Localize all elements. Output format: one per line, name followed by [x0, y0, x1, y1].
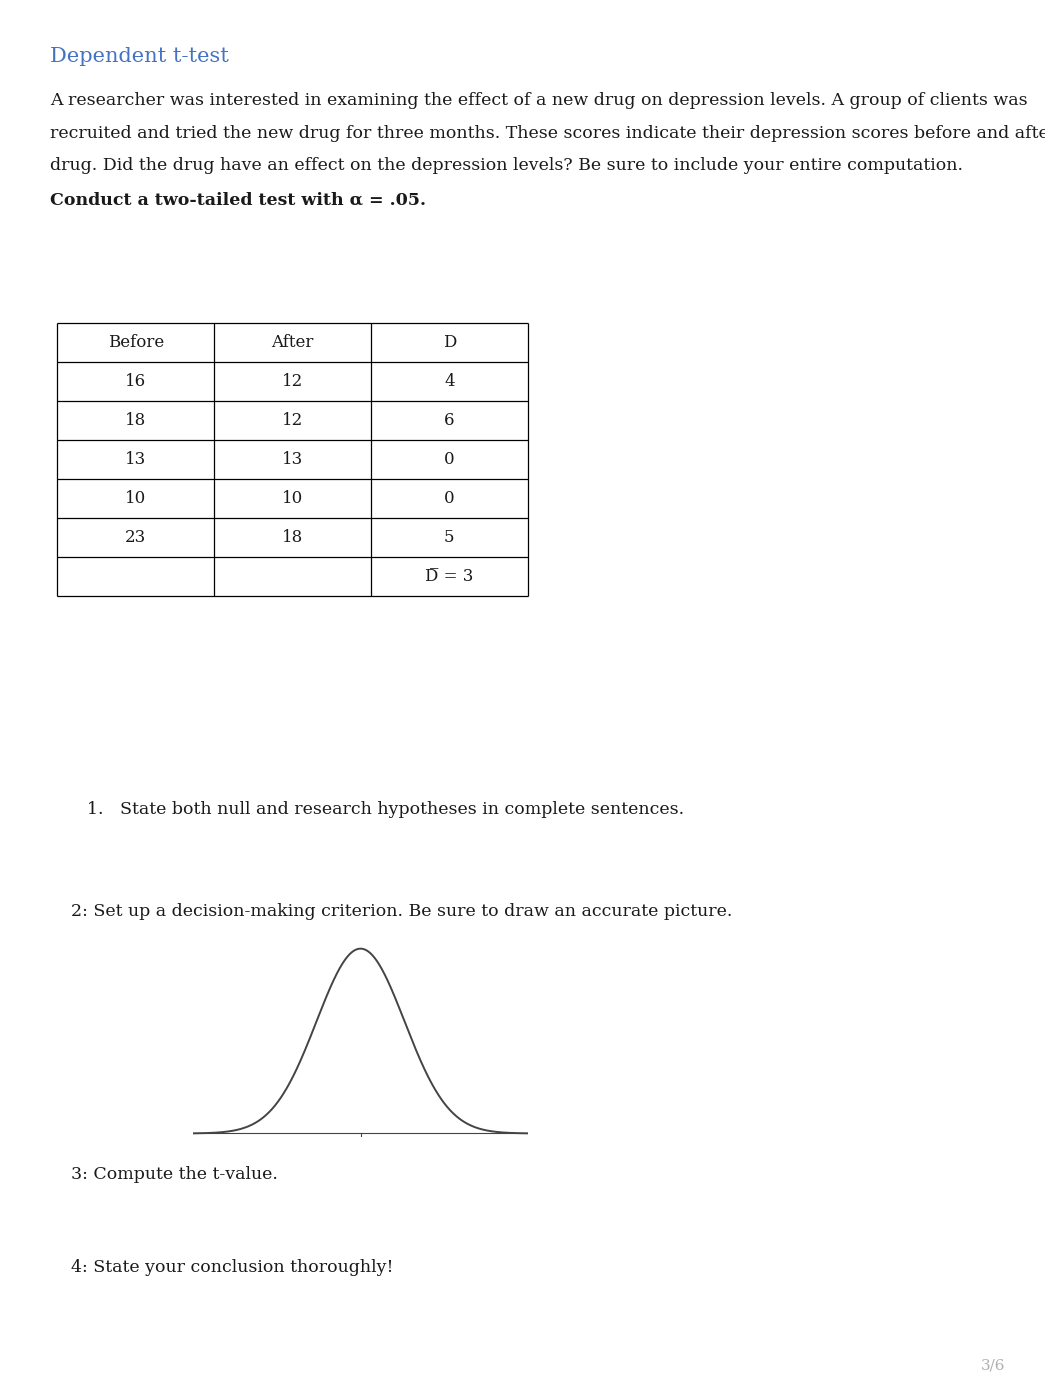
Text: 4: State your conclusion thoroughly!: 4: State your conclusion thoroughly! — [71, 1259, 394, 1276]
Text: 18: 18 — [282, 529, 303, 546]
Text: 2: Set up a decision-making criterion. Be sure to draw an accurate picture.: 2: Set up a decision-making criterion. B… — [71, 903, 733, 919]
Text: 4: 4 — [444, 373, 455, 390]
Text: Before: Before — [108, 334, 164, 351]
Text: D: D — [443, 334, 456, 351]
Text: D̅ = 3: D̅ = 3 — [425, 568, 473, 585]
Text: recruited and tried the new drug for three months. These scores indicate their d: recruited and tried the new drug for thr… — [50, 124, 1045, 142]
Text: 0: 0 — [444, 451, 455, 468]
Text: 3/6: 3/6 — [981, 1358, 1005, 1372]
Text: A researcher was interested in examining the effect of a new drug on depression : A researcher was interested in examining… — [50, 92, 1028, 109]
Text: 10: 10 — [282, 490, 303, 507]
Text: After: After — [272, 334, 313, 351]
Text: 13: 13 — [282, 451, 303, 468]
Text: 6: 6 — [444, 412, 455, 429]
Text: 3: Compute the t-value.: 3: Compute the t-value. — [71, 1166, 278, 1183]
Text: 16: 16 — [125, 373, 146, 390]
Text: Dependent t-test: Dependent t-test — [50, 47, 229, 67]
Text: 0: 0 — [444, 490, 455, 507]
Text: drug. Did the drug have an effect on the depression levels? Be sure to include y: drug. Did the drug have an effect on the… — [50, 157, 963, 174]
Text: 18: 18 — [125, 412, 146, 429]
Text: Conduct a two-tailed test with α = .05.: Conduct a two-tailed test with α = .05. — [50, 191, 426, 209]
Text: 10: 10 — [125, 490, 146, 507]
Text: 12: 12 — [282, 373, 303, 390]
Text: 1.   State both null and research hypotheses in complete sentences.: 1. State both null and research hypothes… — [87, 801, 683, 818]
Text: 5: 5 — [444, 529, 455, 546]
Text: 12: 12 — [282, 412, 303, 429]
Text: 23: 23 — [125, 529, 146, 546]
Text: 13: 13 — [125, 451, 146, 468]
